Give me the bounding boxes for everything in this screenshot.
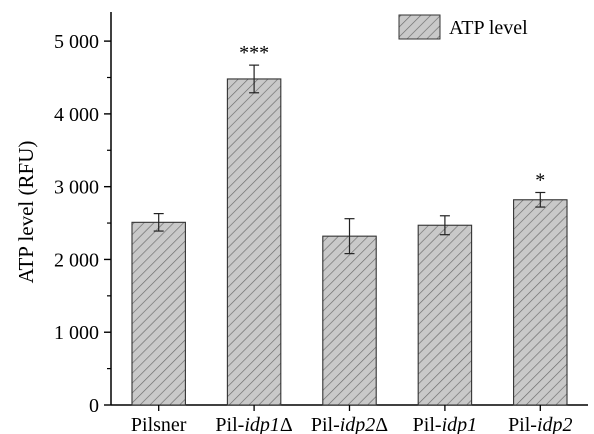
legend-swatch	[398, 14, 441, 40]
legend: ATP level	[398, 14, 528, 40]
bar	[226, 78, 282, 406]
y-tick-label: 1 000	[54, 322, 99, 344]
y-tick-label: 3 000	[54, 177, 99, 199]
legend-label: ATP level	[449, 17, 528, 39]
significance-marker: *	[535, 169, 545, 191]
x-axis-tick-labels: Pilsner Pil-idp1Δ Pil-idp2Δ Pil-idp1 Pil-idp…	[131, 405, 573, 434]
y-tick-label: 5 000	[54, 31, 99, 53]
significance-marker: ***	[239, 42, 269, 64]
x-tick-label: Pilsner	[131, 414, 187, 434]
x-tick-label: Pil-idp1Δ	[215, 414, 292, 434]
bar	[322, 235, 377, 406]
x-tick-label: Pil-idp2	[508, 414, 572, 434]
y-tick-label: 4 000	[54, 104, 99, 126]
x-tick-label: Pil-idp1	[413, 414, 477, 434]
y-tick-label: 0	[89, 395, 99, 417]
bar	[513, 199, 568, 406]
bar	[417, 224, 473, 406]
bar	[131, 221, 186, 406]
y-axis-title: ATP level (RFU)	[14, 141, 38, 284]
y-axis-ticks: 0 1 000 2 000 3 000 4 000 5 000	[54, 31, 111, 417]
bars-group: ****	[131, 42, 568, 406]
y-tick-label: 2 000	[54, 249, 99, 271]
x-tick-label: Pil-idp2Δ	[311, 414, 388, 434]
